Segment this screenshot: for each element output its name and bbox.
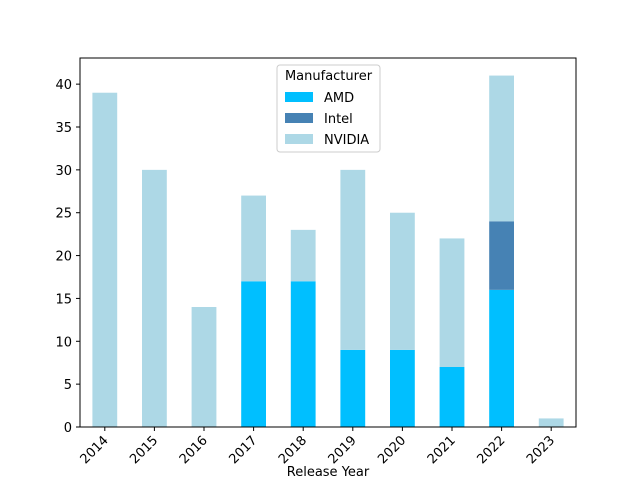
bar-segment <box>489 75 514 222</box>
legend-swatch <box>285 113 313 123</box>
bar-segment <box>92 92 118 427</box>
x-tick-label: 2023 <box>524 433 558 467</box>
y-tick-label: 0 <box>64 421 72 436</box>
legend-label: Intel <box>324 112 353 127</box>
x-tick-label: 2018 <box>276 433 310 467</box>
bar-segment <box>340 169 366 350</box>
bar-segment <box>290 281 316 427</box>
x-tick-label: 2016 <box>177 433 211 467</box>
y-tick-label: 30 <box>55 164 72 179</box>
bar-segment <box>142 169 167 427</box>
y-tick-label: 15 <box>55 292 72 307</box>
bar-segment <box>439 238 465 367</box>
bar-segment <box>390 212 415 350</box>
bar-segment <box>191 307 217 427</box>
bar-segment <box>489 221 514 290</box>
y-tick-label: 40 <box>55 78 72 93</box>
x-tick-label: 2020 <box>375 433 409 467</box>
y-tick-label: 35 <box>55 121 72 136</box>
bar-segment <box>439 367 465 427</box>
legend-label: AMD <box>324 91 354 106</box>
legend-swatch <box>285 92 313 102</box>
bar-segment <box>241 195 266 282</box>
bar-segment <box>290 229 316 282</box>
x-tick-label: 2021 <box>425 433 459 467</box>
bar-segment <box>538 418 564 427</box>
x-axis-label: Release Year <box>287 465 370 480</box>
bar-segment <box>489 289 514 427</box>
y-tick-label: 5 <box>64 378 72 393</box>
bar-segment <box>340 349 366 427</box>
legend-title: Manufacturer <box>285 69 373 84</box>
legend-label: NVIDIA <box>324 133 369 148</box>
y-tick-label: 20 <box>55 250 72 265</box>
bar-segment <box>390 349 415 427</box>
legend-swatch <box>285 134 313 144</box>
legend-box <box>276 64 381 153</box>
y-tick-label: 25 <box>55 207 72 222</box>
plot-frame <box>79 57 577 428</box>
x-tick-label: 2019 <box>326 433 360 467</box>
x-tick-label: 2017 <box>226 433 260 467</box>
x-tick-label: 2022 <box>474 433 508 467</box>
x-tick-label: 2015 <box>127 433 161 467</box>
x-tick-label: 2014 <box>78 433 112 467</box>
y-tick-label: 10 <box>55 335 72 350</box>
bar-segment <box>241 281 266 427</box>
